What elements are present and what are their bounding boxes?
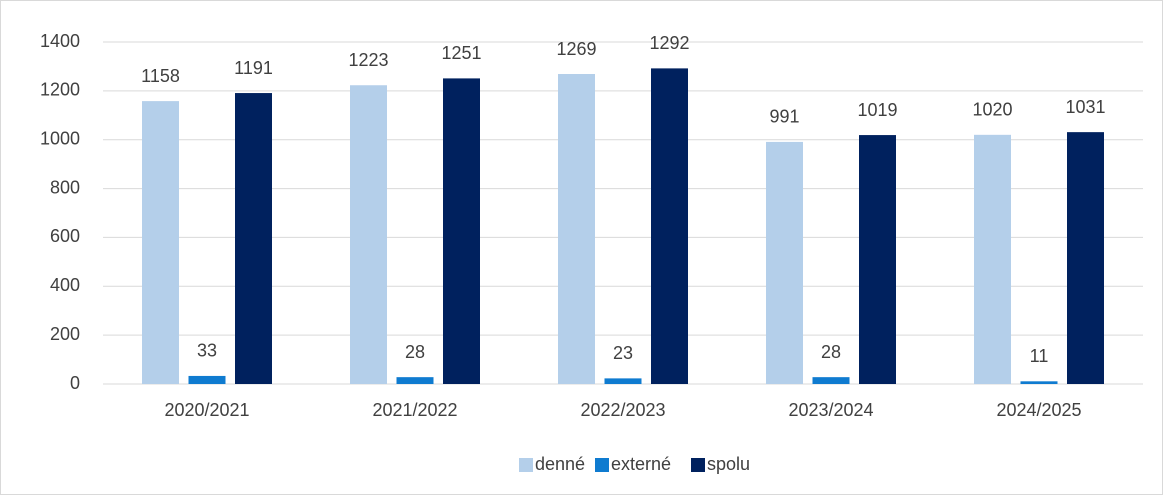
data-label: 1223 [348, 50, 388, 70]
bar [443, 78, 480, 385]
bar [859, 135, 896, 384]
y-tick-label: 800 [50, 177, 80, 197]
bar [350, 85, 387, 384]
bar [1067, 132, 1104, 384]
data-label: 33 [197, 341, 217, 361]
x-tick-label: 2021/2022 [372, 400, 457, 420]
x-tick-label: 2024/2025 [996, 400, 1081, 420]
y-tick-label: 0 [70, 373, 80, 393]
data-label: 1251 [441, 43, 481, 63]
data-label: 1031 [1065, 97, 1105, 117]
y-tick-label: 1200 [40, 80, 80, 100]
bar [651, 68, 688, 384]
y-tick-label: 400 [50, 275, 80, 295]
y-tick-label: 600 [50, 226, 80, 246]
legend-label: spolu [707, 454, 750, 474]
data-label: 23 [613, 343, 633, 363]
bar [812, 377, 850, 384]
bar [974, 134, 1011, 384]
y-tick-label: 1000 [40, 128, 80, 148]
data-label: 11 [1030, 346, 1049, 366]
legend-swatch [595, 458, 609, 472]
data-label: 1269 [556, 39, 596, 59]
data-label: 1158 [141, 66, 180, 86]
legend-label: denné [535, 454, 585, 474]
data-label: 1292 [649, 33, 689, 53]
bar [604, 378, 642, 384]
bar [1020, 381, 1058, 384]
bar [142, 101, 179, 385]
y-tick-label: 200 [50, 324, 80, 344]
data-label: 1020 [972, 100, 1012, 120]
data-label: 28 [821, 342, 841, 362]
legend-label: externé [611, 454, 671, 474]
bar [235, 93, 272, 384]
y-tick-label: 1400 [40, 31, 80, 51]
bar [558, 74, 595, 384]
bar [396, 377, 434, 384]
bar [766, 141, 803, 384]
data-label: 1019 [857, 100, 897, 120]
x-tick-label: 2023/2024 [788, 400, 873, 420]
data-label: 1191 [234, 58, 273, 78]
x-tick-label: 2020/2021 [164, 400, 249, 420]
legend-swatch [691, 458, 705, 472]
data-label: 28 [405, 342, 425, 362]
bar [188, 375, 226, 384]
data-label: 991 [769, 107, 799, 127]
legend-swatch [519, 458, 533, 472]
x-tick-label: 2022/2023 [580, 400, 665, 420]
